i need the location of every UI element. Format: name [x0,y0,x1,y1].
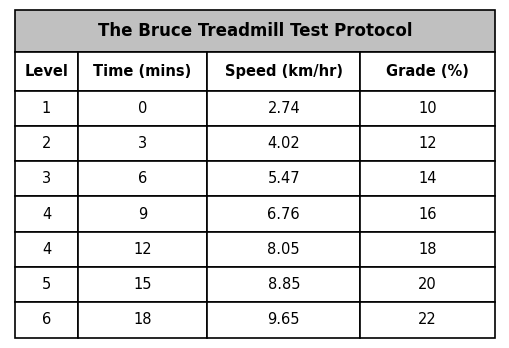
Text: 2: 2 [42,136,51,151]
Bar [77,302,207,338]
Bar [207,267,360,302]
Text: 4: 4 [42,242,51,257]
Bar [77,196,207,232]
Bar [360,161,494,196]
Bar [360,126,494,161]
Text: 18: 18 [133,313,151,327]
Text: Level: Level [24,64,68,79]
Bar [15,302,77,338]
Bar [77,52,207,90]
Bar [77,90,207,126]
Bar [15,90,77,126]
Text: 8.05: 8.05 [267,242,299,257]
Bar [360,267,494,302]
Text: 15: 15 [133,277,151,292]
Bar [77,126,207,161]
Bar [15,126,77,161]
Bar [207,302,360,338]
Text: 8.85: 8.85 [267,277,299,292]
Text: 5: 5 [42,277,51,292]
Text: Speed (km/hr): Speed (km/hr) [224,64,342,79]
Text: 5.47: 5.47 [267,171,299,186]
Bar [207,161,360,196]
Bar [207,90,360,126]
Text: Time (mins): Time (mins) [93,64,191,79]
Text: 3: 3 [42,171,51,186]
Bar [360,302,494,338]
Bar [15,196,77,232]
Bar [207,126,360,161]
Bar [15,161,77,196]
Text: 4: 4 [42,207,51,222]
Text: The Bruce Treadmill Test Protocol: The Bruce Treadmill Test Protocol [98,22,411,40]
Bar [207,52,360,90]
Text: 3: 3 [137,136,147,151]
Text: 1: 1 [42,101,51,116]
Text: 4.02: 4.02 [267,136,300,151]
Bar [360,52,494,90]
Text: 20: 20 [417,277,436,292]
Text: 18: 18 [417,242,436,257]
Bar [77,232,207,267]
Text: 12: 12 [133,242,151,257]
Text: 6: 6 [42,313,51,327]
Bar [207,196,360,232]
Text: 14: 14 [417,171,436,186]
Text: 16: 16 [417,207,436,222]
Bar [360,232,494,267]
Bar [77,161,207,196]
Text: 12: 12 [417,136,436,151]
Text: 10: 10 [417,101,436,116]
Bar [15,232,77,267]
Text: 9.65: 9.65 [267,313,299,327]
Text: Grade (%): Grade (%) [385,64,468,79]
Text: 9: 9 [137,207,147,222]
Text: 0: 0 [137,101,147,116]
Bar [15,267,77,302]
Text: 2.74: 2.74 [267,101,300,116]
Text: 6: 6 [137,171,147,186]
Bar [77,267,207,302]
Text: 6.76: 6.76 [267,207,299,222]
Bar [15,10,494,52]
Bar [15,52,77,90]
Text: 22: 22 [417,313,436,327]
Bar [360,196,494,232]
Bar [207,232,360,267]
Bar [360,90,494,126]
